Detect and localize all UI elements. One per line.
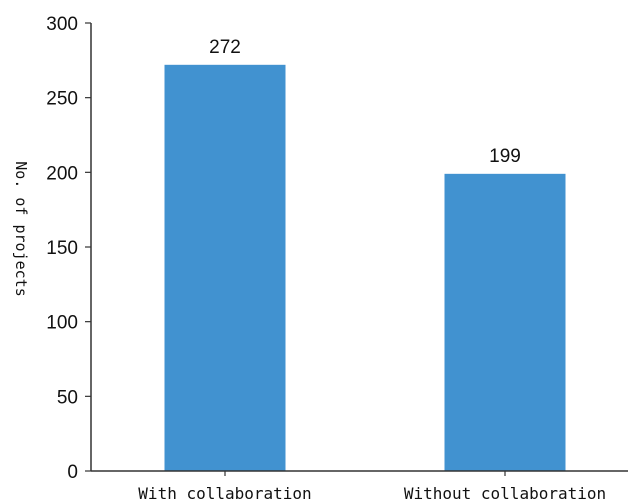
y-axis-title: No. of projects <box>12 161 30 296</box>
bar <box>164 64 286 472</box>
y-tick-label: 250 <box>46 89 78 110</box>
data-label: 199 <box>489 146 521 167</box>
y-tick-label: 100 <box>46 313 78 334</box>
y-tick-label: 150 <box>46 238 78 259</box>
y-tick-label: 300 <box>46 14 78 35</box>
bar <box>444 173 566 471</box>
x-tick-label: With collaboration <box>138 484 311 503</box>
x-tick-label: Without collaboration <box>404 484 606 503</box>
x-axis-ticks: With collaboration Without collaboration <box>138 471 606 503</box>
y-tick-label: 200 <box>46 163 78 184</box>
bars <box>164 64 566 472</box>
data-label: 272 <box>209 37 241 58</box>
y-tick-label: 0 <box>67 462 78 483</box>
y-axis-ticks: 0 50 100 150 200 250 300 <box>46 14 91 483</box>
data-labels: 272 199 <box>209 37 521 167</box>
y-tick-label: 50 <box>57 387 78 408</box>
